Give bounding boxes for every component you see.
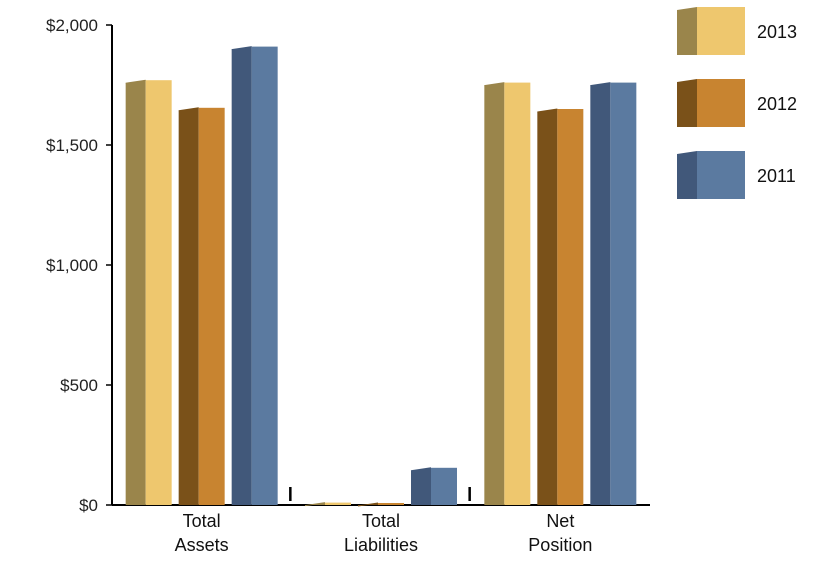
legend-swatch-side bbox=[677, 7, 697, 55]
y-tick-label: $1,000 bbox=[46, 256, 98, 275]
bar-side bbox=[590, 82, 611, 505]
bar-face bbox=[504, 82, 531, 505]
y-tick-label: $0 bbox=[79, 496, 98, 515]
legend-swatch bbox=[697, 151, 745, 199]
bar-face bbox=[431, 467, 457, 505]
bar-top-edge bbox=[537, 108, 558, 113]
bar-side bbox=[125, 80, 146, 505]
bar-top-edge bbox=[357, 502, 379, 507]
legend-label: 2013 bbox=[757, 22, 797, 42]
bar-face bbox=[325, 502, 351, 505]
bar-2013-total-liabilities bbox=[304, 502, 351, 507]
bar-face bbox=[145, 80, 172, 505]
legend-swatch bbox=[697, 79, 745, 127]
y-tick-label: $1,500 bbox=[46, 136, 98, 155]
bar-2013-net-position bbox=[484, 82, 531, 505]
bar-side bbox=[231, 46, 252, 505]
bar-side bbox=[178, 107, 199, 506]
bar-face bbox=[198, 107, 225, 506]
bar-face bbox=[251, 46, 278, 505]
legend-item-2013: 2013 bbox=[677, 7, 797, 55]
bar-face bbox=[378, 503, 404, 505]
legend: 2013 2012 2011 bbox=[677, 7, 797, 199]
bar-top-edge bbox=[484, 82, 505, 87]
legend-swatch bbox=[697, 7, 745, 55]
bar-top-edge bbox=[125, 79, 146, 84]
bar-face bbox=[610, 82, 637, 505]
bar-2011-total-assets bbox=[231, 46, 278, 505]
legend-label: 2012 bbox=[757, 94, 797, 114]
bar-top-edge bbox=[178, 107, 199, 112]
labels: $0 $500 $1,000 $1,500 $2,000 Total Assets Total… bbox=[46, 16, 592, 555]
x-category-label: Net bbox=[546, 511, 574, 531]
y-tick-label: $2,000 bbox=[46, 16, 98, 35]
legend-item-2012: 2012 bbox=[677, 79, 797, 127]
bar-top-edge bbox=[410, 467, 432, 472]
legend-swatch-side bbox=[677, 151, 697, 199]
legend-label: 2011 bbox=[757, 166, 796, 186]
bars bbox=[125, 46, 637, 507]
bar-side bbox=[411, 467, 431, 505]
x-category-label: Total bbox=[362, 511, 400, 531]
legend-swatch-side bbox=[677, 79, 697, 127]
bar-side bbox=[537, 109, 558, 505]
bar-2012-net-position bbox=[537, 108, 584, 505]
bar-2011-total-liabilities bbox=[410, 467, 457, 505]
bar-2012-total-assets bbox=[178, 107, 225, 506]
bar-top-edge bbox=[231, 46, 252, 51]
bar-2012-total-liabilities bbox=[357, 502, 404, 507]
x-category-label: Liabilities bbox=[344, 535, 418, 555]
bar-face bbox=[557, 109, 584, 505]
bar-top-edge bbox=[304, 502, 326, 507]
x-category-label: Position bbox=[528, 535, 592, 555]
bar-2013-total-assets bbox=[125, 79, 172, 505]
bar-2011-net-position bbox=[590, 82, 637, 505]
x-category-label: Total bbox=[183, 511, 221, 531]
bar-side bbox=[484, 82, 505, 505]
legend-item-2011: 2011 bbox=[677, 151, 796, 199]
y-tick-label: $500 bbox=[60, 376, 98, 395]
bar-top-edge bbox=[590, 82, 611, 87]
x-category-label: Assets bbox=[175, 535, 229, 555]
